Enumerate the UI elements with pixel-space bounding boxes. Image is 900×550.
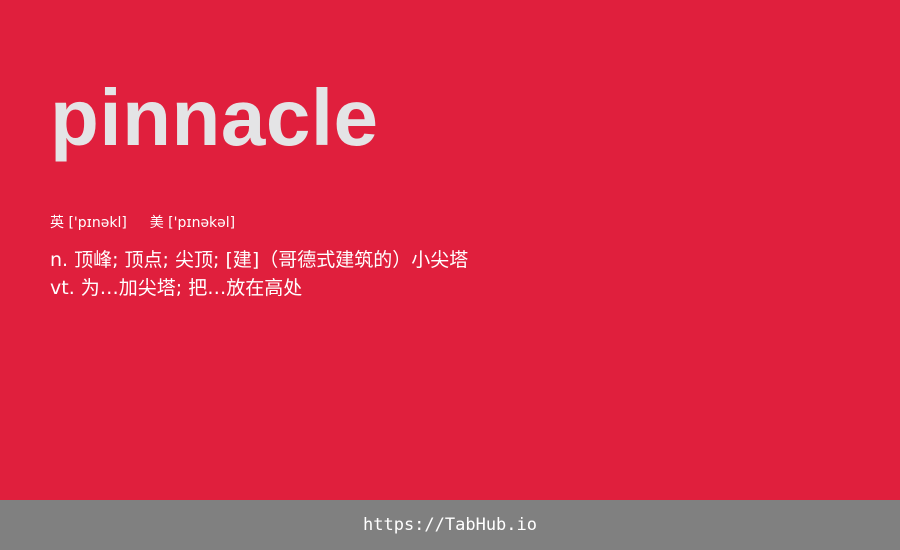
definitions: n. 顶峰; 顶点; 尖顶; [建]（哥德式建筑的）小尖塔 vt. 为…加尖塔;… (50, 246, 468, 302)
phonetic-uk-label: 英 (50, 215, 64, 231)
phonetic-uk: ['pɪnəkl] (68, 215, 127, 231)
definition-verb: vt. 为…加尖塔; 把…放在高处 (50, 277, 303, 299)
phonetic-us-label: 美 (149, 215, 164, 231)
phonetic-us: ['pɪnəkəl] (168, 215, 236, 231)
word-card: pinnacle 英 ['pɪnəkl] 美 ['pɪnəkəl] n. 顶峰;… (0, 0, 900, 500)
phonetics-row: 英 ['pɪnəkl] 美 ['pɪnəkəl] (50, 212, 235, 234)
footer-link[interactable]: https://TabHub.io (363, 515, 537, 535)
headword: pinnacle (50, 73, 379, 162)
footer-bar: https://TabHub.io (0, 500, 900, 550)
definition-noun: n. 顶峰; 顶点; 尖顶; [建]（哥德式建筑的）小尖塔 (50, 249, 469, 271)
